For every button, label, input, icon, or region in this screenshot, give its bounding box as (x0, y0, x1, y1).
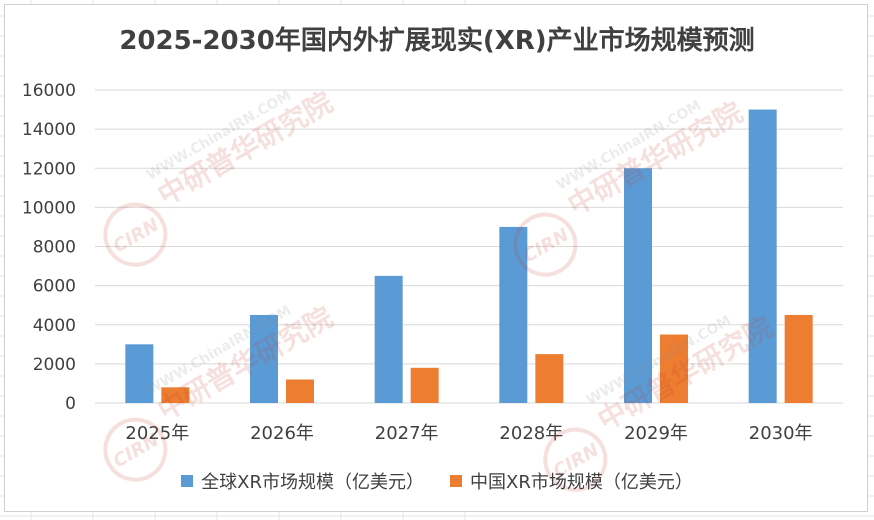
chart-area[interactable] (4, 4, 868, 512)
legend-swatch-global (181, 475, 194, 487)
bar-china[interactable] (784, 314, 813, 403)
bar-global[interactable] (374, 275, 403, 403)
chart-title: 2025-2030年国内外扩展现实(XR)产业市场规模预测 (119, 26, 755, 56)
svg-text:CIRN: CIRN (110, 215, 163, 258)
y-tick-label: 16000 (22, 81, 76, 101)
x-tick-label: 2029年 (624, 423, 688, 444)
svg-text:CIRN: CIRN (520, 225, 573, 268)
bar-china[interactable] (286, 379, 314, 403)
y-tick-label: 12000 (22, 159, 76, 179)
y-tick-label: 0 (65, 394, 76, 414)
bar-global[interactable] (125, 344, 154, 403)
bar-china[interactable] (410, 367, 439, 403)
x-tick-label: 2028年 (499, 423, 563, 444)
x-tick-label: 2027年 (375, 423, 439, 444)
x-tick-label: 2025年 (125, 423, 189, 444)
y-tick-label: 2000 (33, 355, 76, 375)
bar-global[interactable] (624, 168, 652, 403)
bar-china[interactable] (535, 354, 564, 403)
bar-global[interactable] (250, 314, 278, 403)
y-tick-label: 6000 (33, 277, 76, 297)
legend-item-china: 中国XR市场规模（亿美元） (450, 468, 693, 494)
x-tick-label: 2030年 (749, 423, 813, 444)
y-tick-label: 8000 (33, 238, 76, 258)
legend-item-global: 全球XR市场规模（亿美元） (181, 468, 424, 494)
bar-china[interactable] (161, 387, 190, 403)
y-tick-label: 4000 (33, 316, 76, 336)
legend-label-china: 中国XR市场规模（亿美元） (470, 472, 693, 493)
bar-global[interactable] (499, 226, 528, 403)
x-tick-label: 2026年 (250, 423, 314, 444)
bar-global[interactable] (748, 109, 777, 403)
legend-label-global: 全球XR市场规模（亿美元） (201, 472, 424, 493)
legend: 全球XR市场规模（亿美元） 中国XR市场规模（亿美元） (0, 468, 874, 494)
y-tick-label: 14000 (22, 120, 76, 140)
bar-china[interactable] (660, 334, 688, 403)
y-tick-label: 10000 (22, 198, 76, 218)
legend-swatch-china (450, 475, 462, 487)
